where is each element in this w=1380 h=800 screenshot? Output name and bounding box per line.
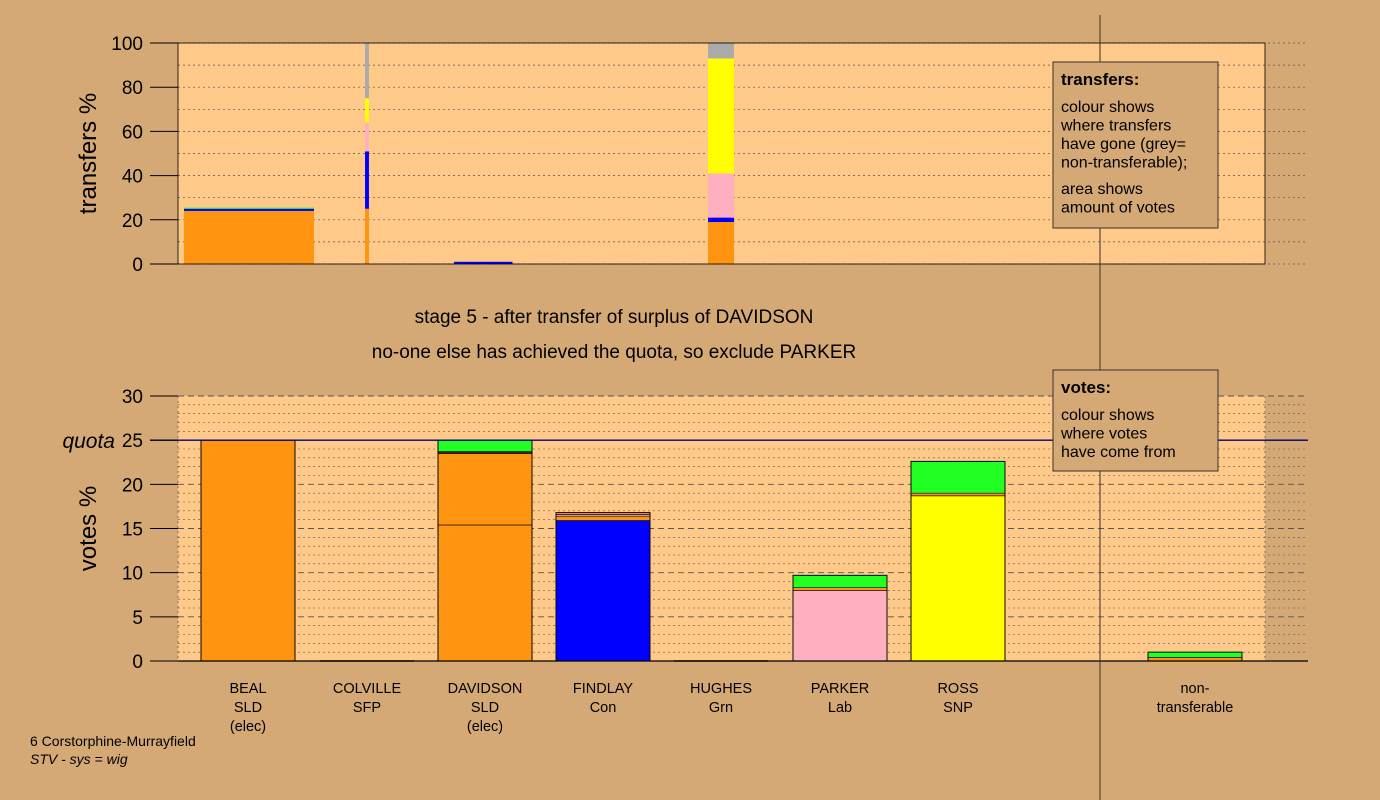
system-label: STV - sys = wig: [30, 751, 128, 767]
votes-bars: [150, 439, 1308, 662]
votes-y-tick: 10: [122, 564, 143, 585]
legend-title: transfers:: [1061, 70, 1139, 89]
votes-bar-segment: [437, 439, 533, 452]
stage-subtitle: no-one else has achieved the quota, so e…: [372, 342, 856, 363]
votes-y-axis-label: votes %: [75, 486, 102, 571]
transfers-bar-segment: [365, 151, 369, 209]
legend-text: non-transferable);: [1061, 155, 1187, 172]
transfers-bar-segment: [708, 58, 734, 174]
votes-y-tick: 20: [122, 475, 143, 496]
legend-box: [1052, 61, 1219, 229]
transfers-bar-segment: [708, 222, 734, 264]
transfers-y-tick: 40: [122, 167, 143, 188]
candidate-label: Grn: [709, 700, 733, 716]
candidate-label: ROSS: [937, 681, 978, 697]
candidate-label: SLD: [471, 700, 499, 716]
votes-y-tick: 30: [122, 387, 143, 408]
quota-label: quota: [62, 430, 115, 453]
constituency-label: 6 Corstorphine-Murrayfield: [30, 733, 196, 749]
legend-text: amount of votes: [1061, 200, 1175, 217]
transfers-legend: transfers: colour shows where transfershav…: [1052, 61, 1219, 229]
transfers-bar-segment: [365, 43, 369, 99]
stage-title: stage 5 - after transfer of surplus of D…: [415, 307, 814, 328]
votes-y-tick: 15: [122, 520, 143, 541]
transfers-plot-frame: [177, 42, 1266, 265]
candidate-label: Con: [590, 700, 617, 716]
votes-x-labels: BEAL SLD (elec) COLVILLE SFP DAVIDSON SLD (elec…: [229, 681, 1233, 735]
votes-bar-segment: [437, 453, 533, 526]
votes-bar-segment: [792, 590, 888, 662]
votes-bar-segment: [910, 495, 1006, 662]
transfers-bar-segment: [184, 207, 314, 209]
candidate-label: transferable: [1157, 700, 1234, 716]
candidate-label: SNP: [943, 700, 973, 716]
transfers-bar-segment: [708, 43, 734, 59]
votes-bar-segment: [555, 515, 651, 521]
candidate-label: SFP: [353, 700, 381, 716]
votes-bar-segment: [792, 587, 888, 591]
transfers-bar-segment: [184, 208, 314, 211]
votes-bar-segment: [555, 520, 651, 662]
transfers-bar-segment: [708, 173, 734, 218]
transfers-y-tick: 20: [122, 211, 143, 232]
votes-bar-segment: [1147, 651, 1243, 658]
transfers-y-tick: 0: [132, 255, 143, 276]
legend-text: colour shows: [1061, 99, 1154, 116]
legend-box: [1052, 369, 1219, 472]
legend-text: where transfers: [1060, 118, 1171, 135]
candidate-label: FINDLAY: [573, 681, 633, 697]
candidate-label: BEAL: [229, 681, 266, 697]
candidate-label: PARKER: [811, 681, 870, 697]
transfers-bar-segment: [365, 98, 369, 123]
legend-text: colour shows: [1061, 407, 1154, 424]
candidate-label: Lab: [828, 700, 852, 716]
transfers-bar-segment: [365, 122, 369, 152]
candidate-label: (elec): [230, 719, 266, 735]
candidate-label: HUGHES: [690, 681, 752, 697]
transfers-y-tick: 100: [111, 34, 143, 55]
transfers-y-ticks: 0 20 40 60 80 100: [111, 34, 178, 276]
transfers-bar-segment: [184, 210, 314, 264]
votes-bar-segment: [792, 575, 888, 588]
candidate-label: COLVILLE: [333, 681, 402, 697]
votes-bar-segment: [910, 492, 1006, 497]
votes-bar-segment: [910, 461, 1006, 494]
votes-y-tick: 25: [122, 431, 143, 452]
transfers-y-tick: 80: [122, 78, 143, 99]
legend-text: have gone (grey=: [1061, 136, 1186, 153]
transfers-bar-segment: [365, 208, 369, 264]
transfers-bars: [184, 43, 734, 264]
votes-bar-segment: [200, 439, 296, 662]
candidate-label: DAVIDSON: [448, 681, 523, 697]
transfers-bar-segment: [708, 217, 734, 223]
transfers-y-tick: 60: [122, 122, 143, 143]
legend-title: votes:: [1061, 378, 1111, 397]
transfers-bar-segment: [454, 261, 513, 264]
legend-text: where votes: [1060, 426, 1147, 443]
legend-text: have come from: [1061, 444, 1176, 461]
votes-y-tick: 0: [132, 652, 143, 673]
transfers-y-axis-label: transfers %: [75, 93, 102, 214]
candidate-label: non-: [1180, 681, 1209, 697]
candidate-label: (elec): [467, 719, 503, 735]
votes-y-tick: 5: [132, 608, 143, 629]
votes-bar-segment: [437, 524, 533, 662]
candidate-label: SLD: [234, 700, 262, 716]
votes-y-ticks: 0 5 10 15 20 25 30: [122, 387, 178, 673]
legend-text: area shows: [1061, 181, 1143, 198]
